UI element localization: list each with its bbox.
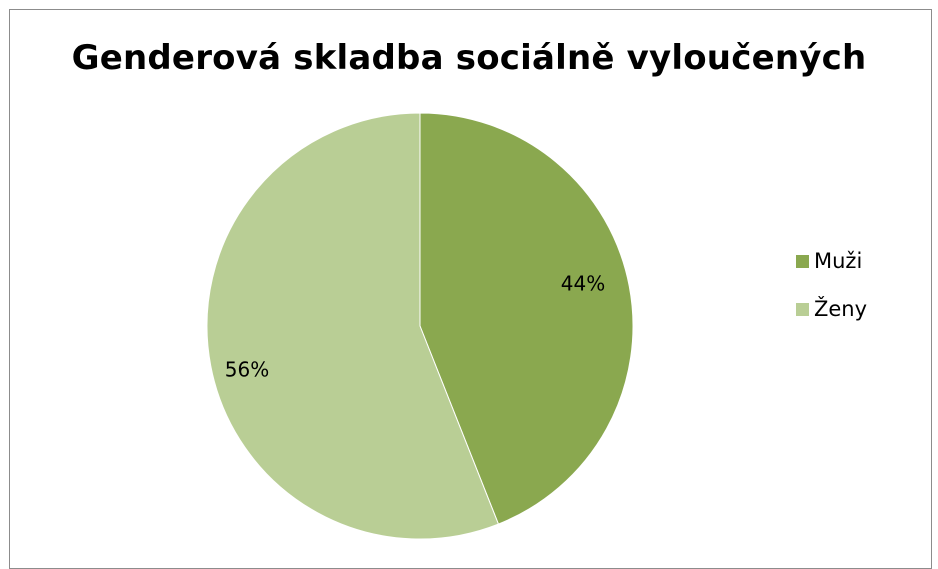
chart-title: Genderová skladba sociálně vyloučených [71,38,867,78]
pie-slice-zeny [206,112,500,540]
pie-slices [206,112,634,540]
legend-label-zeny: Ženy [814,297,868,321]
data-label-zeny: 56% [225,358,269,382]
legend-item-zeny: Ženy [796,296,867,322]
legend-swatch-muzi [796,254,809,268]
legend-swatch-zeny [796,302,809,316]
legend-item-muzi: Muži [796,248,867,274]
pie-data-labels: 44% 56% [225,272,605,382]
legend: Muži Ženy [796,248,867,344]
legend-label-muzi: Muži [814,249,863,273]
pie-slice-muzi [419,112,634,525]
data-label-muzi: 44% [561,272,605,296]
